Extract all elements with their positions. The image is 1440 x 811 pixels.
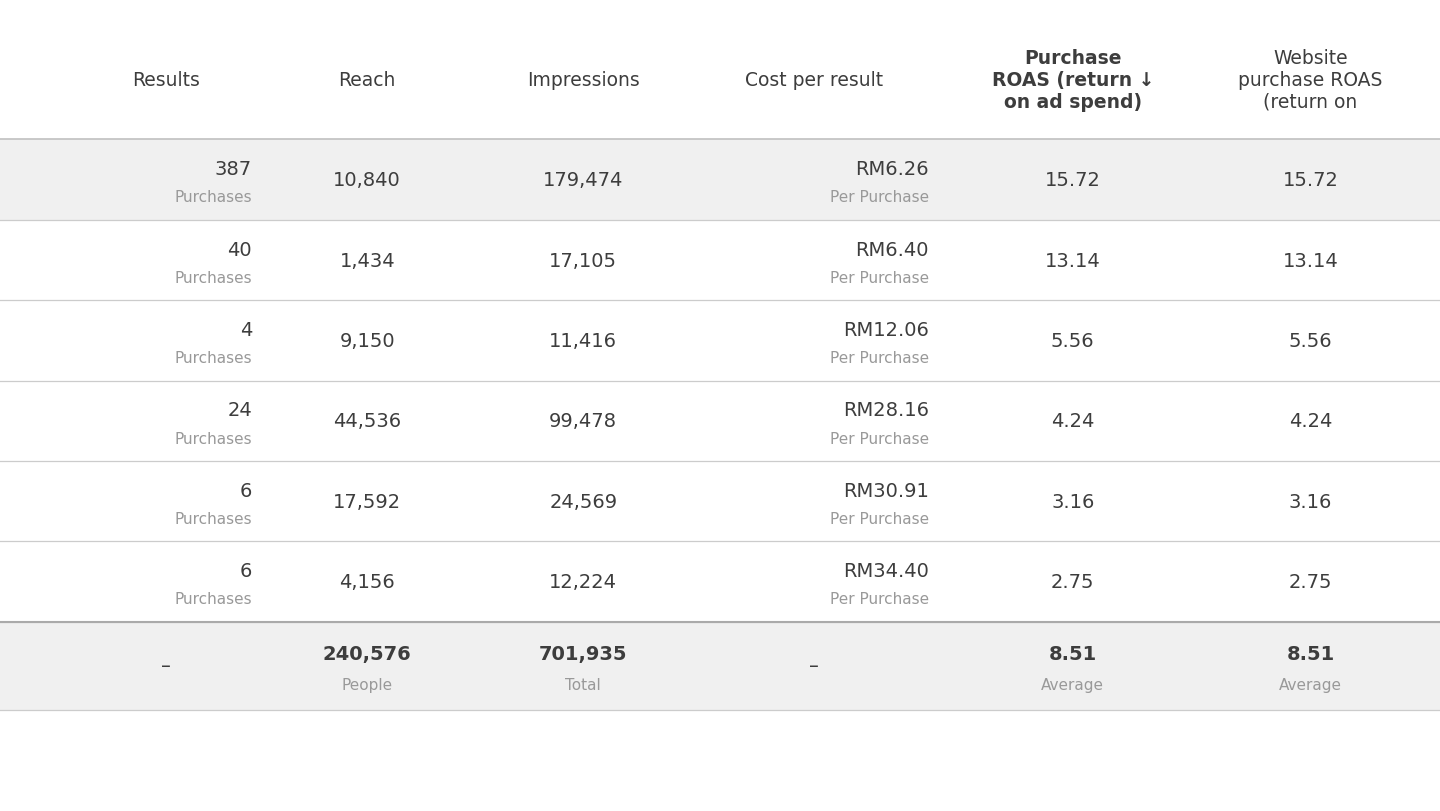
Text: 3.16: 3.16 (1289, 492, 1332, 511)
Text: 8.51: 8.51 (1286, 645, 1335, 663)
Text: 99,478: 99,478 (549, 412, 618, 431)
Text: Purchases: Purchases (174, 351, 252, 366)
Text: 179,474: 179,474 (543, 171, 624, 190)
Text: 6: 6 (239, 561, 252, 581)
Text: 387: 387 (215, 160, 252, 179)
Text: 15.72: 15.72 (1045, 171, 1100, 190)
Text: 701,935: 701,935 (539, 645, 628, 663)
Text: 11,416: 11,416 (549, 332, 618, 350)
Text: Purchase
ROAS (return ↓
on ad spend): Purchase ROAS (return ↓ on ad spend) (992, 49, 1153, 112)
Text: 17,592: 17,592 (333, 492, 402, 511)
Text: 13.14: 13.14 (1283, 251, 1338, 270)
Text: RM12.06: RM12.06 (842, 320, 929, 340)
Text: 6: 6 (239, 481, 252, 500)
Text: 5.56: 5.56 (1289, 332, 1332, 350)
Text: Per Purchase: Per Purchase (829, 431, 929, 446)
Bar (0, 221, 1440, 301)
Text: Per Purchase: Per Purchase (829, 271, 929, 285)
Text: RM6.40: RM6.40 (855, 240, 929, 260)
Text: Average: Average (1041, 677, 1104, 692)
Text: 9,150: 9,150 (340, 332, 395, 350)
Text: Purchases: Purchases (174, 592, 252, 607)
Text: Results: Results (131, 71, 200, 90)
Text: 24,569: 24,569 (549, 492, 618, 511)
Text: 13.14: 13.14 (1045, 251, 1100, 270)
Text: 40: 40 (228, 240, 252, 260)
Text: Purchases: Purchases (174, 512, 252, 526)
Text: 1,434: 1,434 (340, 251, 395, 270)
Text: Per Purchase: Per Purchase (829, 191, 929, 205)
Bar (0, 301, 1440, 381)
Text: Impressions: Impressions (527, 71, 639, 90)
Text: Per Purchase: Per Purchase (829, 592, 929, 607)
Text: 10,840: 10,840 (333, 171, 402, 190)
Text: 2.75: 2.75 (1289, 573, 1332, 591)
Text: Total: Total (566, 677, 600, 692)
Text: 24: 24 (228, 401, 252, 420)
Text: Reach: Reach (338, 71, 396, 90)
Text: Purchases: Purchases (174, 191, 252, 205)
Text: 5.56: 5.56 (1051, 332, 1094, 350)
Text: 2.75: 2.75 (1051, 573, 1094, 591)
Text: RM28.16: RM28.16 (842, 401, 929, 420)
Text: 17,105: 17,105 (549, 251, 618, 270)
Text: 12,224: 12,224 (549, 573, 618, 591)
Text: RM30.91: RM30.91 (842, 481, 929, 500)
Text: –: – (161, 656, 170, 676)
Text: 44,536: 44,536 (333, 412, 402, 431)
Text: 3.16: 3.16 (1051, 492, 1094, 511)
Text: People: People (341, 677, 393, 692)
Text: 15.72: 15.72 (1283, 171, 1338, 190)
Text: RM6.26: RM6.26 (855, 160, 929, 179)
Bar (0, 20, 1440, 140)
Text: Purchases: Purchases (174, 271, 252, 285)
Text: 4.24: 4.24 (1289, 412, 1332, 431)
Bar (0, 381, 1440, 461)
Bar (0, 622, 1440, 710)
Text: –: – (809, 656, 818, 676)
Text: 4: 4 (239, 320, 252, 340)
Bar (0, 140, 1440, 221)
Text: Per Purchase: Per Purchase (829, 351, 929, 366)
Text: 4,156: 4,156 (340, 573, 395, 591)
Text: Purchases: Purchases (174, 431, 252, 446)
Text: RM34.40: RM34.40 (842, 561, 929, 581)
Text: 240,576: 240,576 (323, 645, 412, 663)
Text: 8.51: 8.51 (1048, 645, 1097, 663)
Bar (0, 461, 1440, 542)
Text: Per Purchase: Per Purchase (829, 512, 929, 526)
Bar (0, 542, 1440, 622)
Text: Cost per result: Cost per result (744, 71, 883, 90)
Text: 4.24: 4.24 (1051, 412, 1094, 431)
Text: Average: Average (1279, 677, 1342, 692)
Text: Website
purchase ROAS
(return on: Website purchase ROAS (return on (1238, 49, 1382, 112)
